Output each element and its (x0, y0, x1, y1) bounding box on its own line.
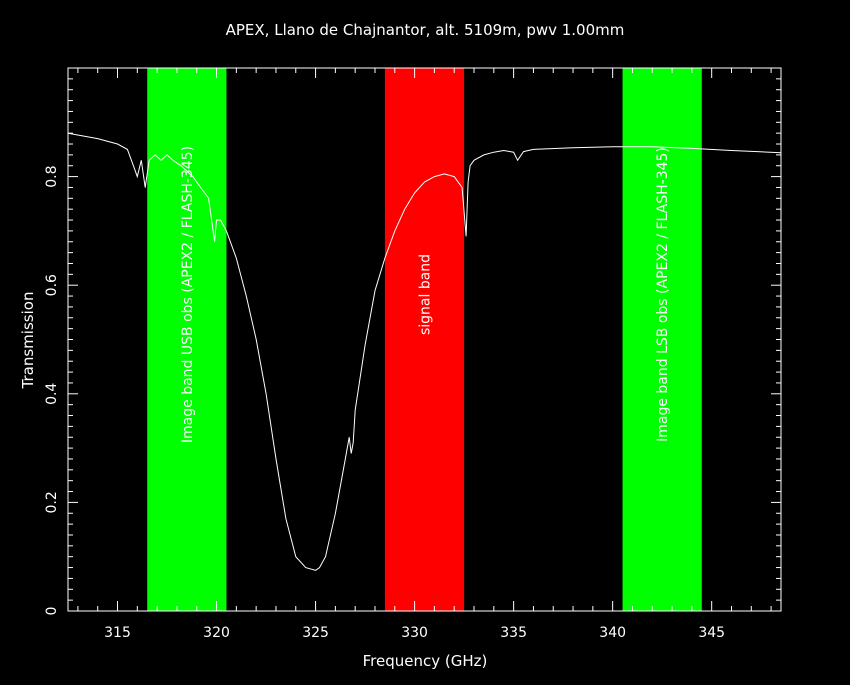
band-label-1: signal band (418, 254, 434, 335)
chart-title: APEX, Llano de Chajnantor, alt. 5109m, p… (226, 21, 625, 39)
transmission-line (67, 132, 782, 571)
band-2 (622, 68, 702, 611)
band-labels-layer: Image band USB obs (APEX2 / FLASH-345) si… (180, 146, 671, 443)
band-label-2: Image band LSB obs (APEX2 / FLASH-345) (655, 147, 671, 442)
y-tick-label: 0.6 (44, 274, 60, 296)
x-tick-label: 330 (401, 625, 428, 641)
x-tick-label: 320 (203, 625, 230, 641)
y-tick-label: 0.4 (44, 383, 60, 405)
bands-layer (147, 68, 702, 611)
ticks-layer: 315 320 325 330 335 340 345 0 0.2 0.4 0.6 0.8 (44, 68, 781, 641)
x-tick-label: 340 (599, 625, 626, 641)
x-tick-label: 345 (698, 625, 725, 641)
x-tick-label: 335 (500, 625, 527, 641)
x-axis-label: Frequency (GHz) (363, 652, 488, 670)
band-1 (384, 68, 465, 611)
y-tick-label: 0.8 (44, 165, 60, 187)
y-tick-label: 0 (44, 607, 60, 616)
x-tick-label: 325 (302, 625, 329, 641)
band-0 (147, 68, 227, 611)
y-tick-label: 0.2 (44, 491, 60, 513)
x-tick-label: 315 (104, 625, 131, 641)
band-label-0: Image band USB obs (APEX2 / FLASH-345) (180, 146, 196, 443)
y-axis-label: Transmission (19, 292, 37, 390)
